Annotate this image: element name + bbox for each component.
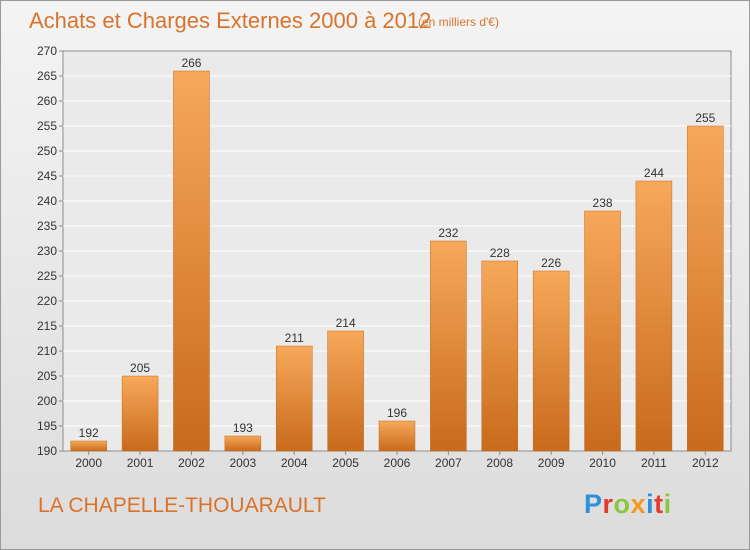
y-tick-label: 195: [37, 419, 57, 433]
logo-letter: t: [654, 489, 664, 519]
x-tick-label: 2004: [281, 456, 308, 470]
x-tick-label: 2008: [486, 456, 513, 470]
bar-value-label: 193: [233, 421, 253, 435]
x-tick-label: 2010: [589, 456, 616, 470]
y-tick-label: 240: [37, 194, 57, 208]
logo-letter: P: [584, 489, 603, 519]
bar-value-label: 192: [79, 426, 99, 440]
bar-value-label: 232: [438, 226, 458, 240]
x-axis-ticks: 2000 2001 2002 2003 2004 2005 2006 2007 2008 2009…: [75, 451, 719, 470]
bar-value-label: 255: [695, 111, 715, 125]
bar-2006: [378, 420, 416, 452]
y-tick-label: 265: [37, 69, 57, 83]
y-tick-label: 210: [37, 344, 57, 358]
chart-title: Achats et Charges Externes 2000 à 2012: [29, 8, 432, 33]
bar-2007: [430, 240, 467, 452]
bar-2002: [173, 70, 210, 452]
bar-2001: [121, 375, 159, 452]
y-tick-label: 270: [37, 44, 57, 58]
bar-2005: [327, 330, 364, 452]
y-tick-label: 250: [37, 144, 57, 158]
x-tick-label: 2001: [127, 456, 154, 470]
y-tick-label: 225: [37, 269, 57, 283]
y-axis-ticks: 190 195 200 205 210 215 220 225 230 235 240 245 250 2…: [37, 44, 63, 458]
y-tick-label: 235: [37, 219, 57, 233]
bar-2011: [635, 180, 673, 452]
x-tick-label: 2000: [75, 456, 102, 470]
bar-value-label: 244: [644, 166, 664, 180]
bar-2009: [532, 270, 570, 452]
y-tick-label: 200: [37, 394, 57, 408]
x-tick-label: 2007: [435, 456, 462, 470]
bar-2010: [584, 210, 621, 452]
bar-value-label: 211: [285, 331, 304, 345]
chart-subtitle: (en milliers d'€): [418, 15, 499, 29]
y-tick-label: 205: [37, 369, 57, 383]
proxiti-logo: Proxiti: [584, 489, 672, 520]
bar-value-label: 238: [593, 196, 613, 210]
y-tick-label: 220: [37, 294, 57, 308]
x-tick-label: 2012: [692, 456, 719, 470]
y-tick-label: 190: [37, 444, 57, 458]
bar-2012: [687, 125, 724, 452]
y-tick-label: 255: [37, 119, 57, 133]
y-tick-label: 215: [37, 319, 57, 333]
logo-letter: o: [613, 489, 631, 519]
x-tick-label: 2005: [332, 456, 359, 470]
logo-letter: i: [646, 489, 655, 519]
x-tick-label: 2006: [384, 456, 411, 470]
bar-2003: [224, 435, 262, 452]
bar-value-label: 205: [130, 361, 150, 375]
logo-letter: r: [602, 489, 614, 519]
logo-letter: i: [663, 489, 672, 519]
bar-2004: [275, 345, 313, 452]
bar-value-label: 266: [181, 56, 201, 70]
bar-2000: [70, 440, 107, 452]
y-tick-label: 245: [37, 169, 57, 183]
bar-value-label: 226: [541, 256, 561, 270]
x-tick-label: 2009: [538, 456, 565, 470]
bar-value-label: 228: [490, 246, 510, 260]
commune-name: LA CHAPELLE-THOUARAULT: [38, 494, 326, 517]
logo-letter: x: [630, 489, 647, 519]
bars: 192 205 266 193 211 214 196 232 228 226 238 244 255: [70, 56, 724, 452]
bar-2008: [481, 260, 519, 452]
y-tick-label: 260: [37, 94, 57, 108]
bar-value-label: 196: [387, 406, 407, 420]
bar-value-label: 214: [336, 316, 356, 330]
y-tick-label: 230: [37, 244, 57, 258]
x-tick-label: 2011: [641, 456, 667, 470]
x-tick-label: 2003: [229, 456, 256, 470]
x-tick-label: 2002: [178, 456, 205, 470]
